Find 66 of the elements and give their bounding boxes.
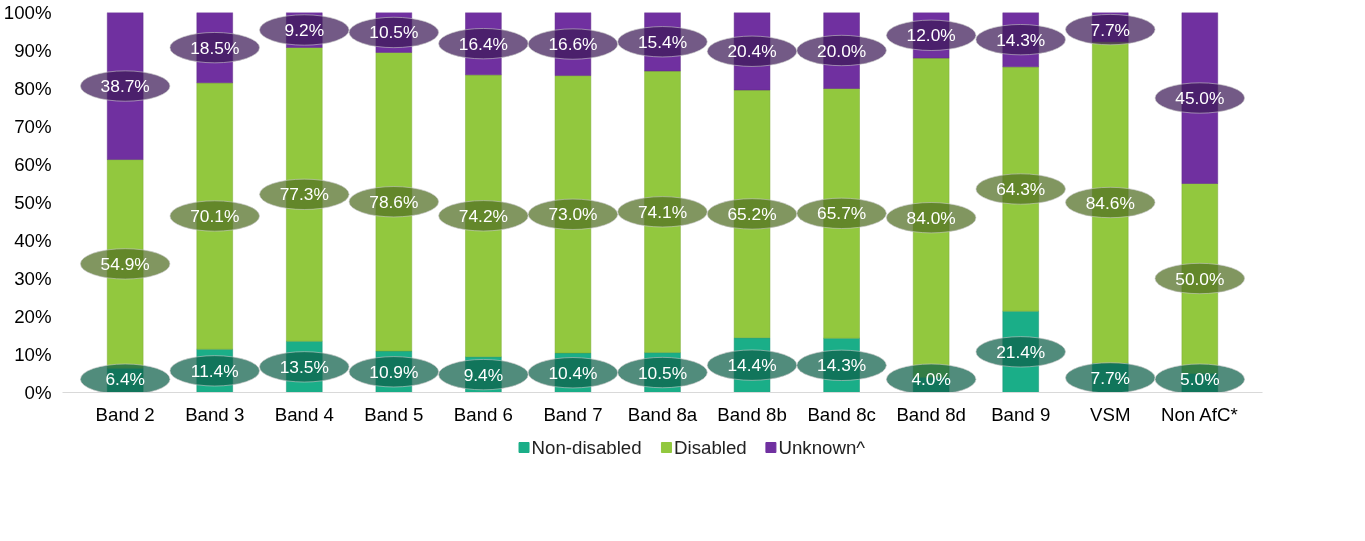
legend-label: Non-disabled [531,437,642,458]
x-tick-label: Band 8d [896,403,966,425]
data-label: 7.7% [1090,367,1131,388]
y-tick-label: 100% [3,2,52,23]
data-label: 18.5% [190,37,240,58]
data-label: 78.6% [369,191,419,212]
data-label: 16.6% [548,34,598,55]
legend-label: Disabled [674,437,747,458]
x-tick-label: Band 8a [627,403,698,425]
data-label: 20.0% [817,40,867,61]
data-label: 11.4% [190,360,239,381]
x-tick-label: Band 7 [543,403,603,425]
y-tick-label: 60% [14,154,52,175]
data-label: 10.5% [369,22,419,43]
y-tick-label: 0% [24,382,52,403]
x-tick-label: Band 2 [95,403,155,425]
data-label: 73.0% [548,204,598,225]
x-tick-label: Band 8c [807,403,876,425]
data-label: 45.0% [1175,88,1225,108]
x-tick-label: VSM [1090,403,1131,425]
data-label: 54.9% [100,253,150,274]
x-tick-label: Band 9 [991,403,1051,425]
y-tick-label: 80% [14,78,52,99]
data-label: 10.5% [637,362,688,383]
data-label: 74.1% [637,201,688,222]
data-label: 7.7% [1090,19,1131,40]
x-tick-label: Band 3 [185,403,245,425]
data-label: 9.2% [284,19,325,40]
data-label: 5.0% [1180,369,1220,390]
data-label: 70.1% [190,205,240,226]
data-label: 64.3% [996,179,1046,200]
data-label: 20.4% [727,41,777,62]
data-label: 4.0% [911,369,951,390]
data-label: 6.4% [105,369,145,390]
data-label: 38.7% [100,76,150,97]
data-label: 50.0% [1175,268,1225,289]
data-label: 84.6% [1085,192,1135,213]
data-label: 10.4% [548,362,598,383]
data-label: 14.4% [727,355,777,376]
y-tick-label: 70% [14,116,52,137]
x-tick-label: Band 4 [274,403,334,425]
data-label: 14.3% [996,29,1046,50]
data-label: 14.3% [817,355,867,376]
data-label: 13.5% [279,356,329,377]
legend-label: Unknown^ [778,437,866,458]
y-tick-label: 90% [14,40,52,61]
y-tick-label: 20% [14,306,52,327]
data-label: 21.4% [996,341,1046,362]
y-tick-label: 10% [14,344,52,365]
data-label: 10.9% [369,361,419,382]
y-tick-label: 30% [14,268,52,289]
data-label: 77.3% [279,184,329,205]
y-tick-label: 50% [14,192,52,213]
x-tick-label: Band 8b [717,403,787,425]
data-label: 12.0% [906,25,956,46]
x-tick-label: Non AfC* [1160,403,1238,425]
x-tick-label: Band 5 [364,403,424,425]
data-label: 65.7% [817,203,867,224]
data-label: 65.2% [727,203,777,224]
x-tick-label: Band 6 [453,403,513,425]
data-label: 9.4% [463,364,504,385]
data-label: 74.2% [458,205,508,226]
data-label: 16.4% [458,33,508,54]
data-label: 84.0% [906,207,956,228]
data-label: 15.4% [637,31,688,52]
y-tick-label: 40% [14,230,52,251]
